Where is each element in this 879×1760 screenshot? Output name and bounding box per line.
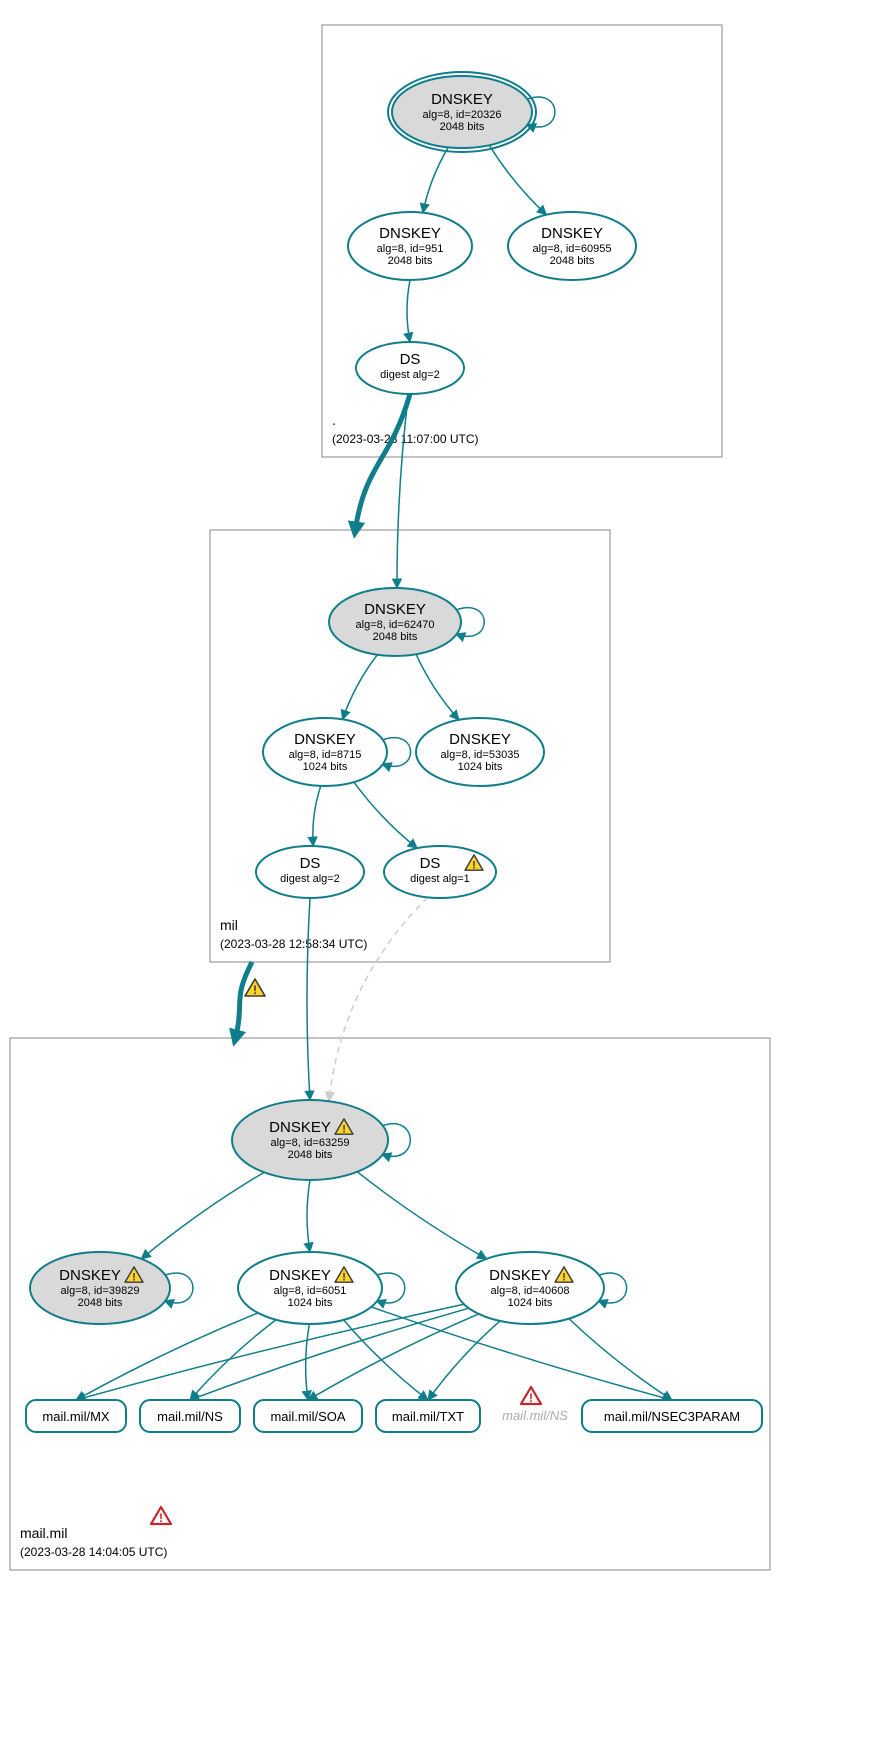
rrset-mx: mail.mil/MX — [26, 1400, 126, 1432]
dnssec-diagram: . (2023-03-28 11:07:00 UTC) mil (2023-03-28… — [0, 0, 879, 1760]
svg-text:alg=8, id=62470: alg=8, id=62470 — [356, 619, 435, 631]
node-mil_ksk: DNSKEYalg=8, id=624702048 bits — [329, 588, 461, 656]
svg-text:!: ! — [159, 1511, 163, 1525]
svg-text:2048 bits: 2048 bits — [440, 121, 485, 133]
svg-text:DNSKEY: DNSKEY — [294, 731, 356, 748]
svg-text:DNSKEY: DNSKEY — [269, 1267, 331, 1284]
svg-text:mail.mil/SOA: mail.mil/SOA — [270, 1409, 345, 1424]
node-mm_ksk: DNSKEY! alg=8, id=632592048 bits — [232, 1100, 388, 1180]
svg-text:!: ! — [562, 1271, 566, 1283]
svg-text:!: ! — [529, 1391, 533, 1405]
svg-text:digest alg=1: digest alg=1 — [410, 873, 470, 885]
node-root_ksk: DNSKEYalg=8, id=203262048 bits — [388, 72, 536, 152]
svg-text:mail.mil/NS: mail.mil/NS — [502, 1408, 568, 1423]
node-mil_zsk1: DNSKEYalg=8, id=87151024 bits — [263, 718, 387, 786]
svg-text:mail.mil/MX: mail.mil/MX — [42, 1409, 109, 1424]
svg-text:(2023-03-28 11:07:00 UTC): (2023-03-28 11:07:00 UTC) — [332, 432, 479, 446]
svg-text:alg=8, id=951: alg=8, id=951 — [377, 243, 444, 255]
svg-text:2048 bits: 2048 bits — [78, 1297, 123, 1309]
svg-text:alg=8, id=53035: alg=8, id=53035 — [441, 749, 520, 761]
svg-text:!: ! — [472, 859, 476, 871]
svg-text:DNSKEY: DNSKEY — [269, 1119, 331, 1136]
node-mm_k3: DNSKEY! alg=8, id=60511024 bits — [238, 1252, 382, 1324]
svg-text:alg=8, id=6051: alg=8, id=6051 — [274, 1285, 347, 1297]
svg-text:1024 bits: 1024 bits — [303, 761, 348, 773]
svg-text:alg=8, id=60955: alg=8, id=60955 — [533, 243, 612, 255]
svg-text:DS: DS — [400, 351, 421, 368]
svg-text:DNSKEY: DNSKEY — [379, 225, 441, 242]
svg-text:2048 bits: 2048 bits — [373, 631, 418, 643]
node-mil_ds1: DSdigest alg=2 — [256, 846, 364, 898]
rrset-ns: mail.mil/NS — [140, 1400, 240, 1432]
svg-text:DS: DS — [300, 855, 321, 872]
svg-text:alg=8, id=40608: alg=8, id=40608 — [491, 1285, 570, 1297]
rrset-soa: mail.mil/SOA — [254, 1400, 362, 1432]
svg-text:1024 bits: 1024 bits — [508, 1297, 553, 1309]
svg-text:2048 bits: 2048 bits — [550, 255, 595, 267]
svg-text:digest alg=2: digest alg=2 — [380, 369, 440, 381]
rrset-ns_gray: mail.mil/NS — [502, 1408, 568, 1423]
svg-text:mail.mil: mail.mil — [20, 1525, 67, 1541]
svg-text:2048 bits: 2048 bits — [288, 1149, 333, 1161]
svg-text:DNSKEY: DNSKEY — [489, 1267, 551, 1284]
svg-text:DS: DS — [420, 855, 441, 872]
svg-text:DNSKEY: DNSKEY — [431, 91, 493, 108]
svg-text:alg=8, id=39829: alg=8, id=39829 — [61, 1285, 140, 1297]
rrset-nsec3: mail.mil/NSEC3PARAM — [582, 1400, 762, 1432]
node-root_zsk2: DNSKEYalg=8, id=609552048 bits — [508, 212, 636, 280]
svg-text:digest alg=2: digest alg=2 — [280, 873, 340, 885]
svg-text:mil: mil — [220, 917, 238, 933]
error-icon: ! — [151, 1507, 171, 1525]
node-root_ds: DSdigest alg=2 — [356, 342, 464, 394]
svg-text:alg=8, id=20326: alg=8, id=20326 — [423, 109, 502, 121]
svg-text:1024 bits: 1024 bits — [288, 1297, 333, 1309]
svg-text:2048 bits: 2048 bits — [388, 255, 433, 267]
svg-text:!: ! — [132, 1271, 136, 1283]
node-mm_k4: DNSKEY! alg=8, id=406081024 bits — [456, 1252, 604, 1324]
nodes: DNSKEYalg=8, id=203262048 bitsDNSKEYalg=… — [30, 72, 636, 1324]
svg-text:!: ! — [342, 1271, 346, 1283]
rrset-txt: mail.mil/TXT — [376, 1400, 480, 1432]
svg-text:(2023-03-28 12:58:34 UTC): (2023-03-28 12:58:34 UTC) — [220, 937, 367, 951]
warning-icon: ! — [245, 979, 265, 997]
svg-text:DNSKEY: DNSKEY — [541, 225, 603, 242]
node-mil_zsk2: DNSKEYalg=8, id=530351024 bits — [416, 718, 544, 786]
error-icon: ! — [521, 1387, 541, 1405]
svg-text:DNSKEY: DNSKEY — [449, 731, 511, 748]
svg-text:!: ! — [253, 983, 257, 997]
node-mil_ds2: DS!digest alg=1 — [384, 846, 496, 898]
svg-text:!: ! — [342, 1123, 346, 1135]
svg-text:alg=8, id=63259: alg=8, id=63259 — [271, 1137, 350, 1149]
svg-text:alg=8, id=8715: alg=8, id=8715 — [289, 749, 362, 761]
svg-text:.: . — [332, 412, 336, 428]
svg-text:mail.mil/NS: mail.mil/NS — [157, 1409, 223, 1424]
svg-text:DNSKEY: DNSKEY — [59, 1267, 121, 1284]
node-root_zsk1: DNSKEYalg=8, id=9512048 bits — [348, 212, 472, 280]
svg-text:mail.mil/NSEC3PARAM: mail.mil/NSEC3PARAM — [604, 1409, 740, 1424]
svg-text:DNSKEY: DNSKEY — [364, 601, 426, 618]
svg-text:1024 bits: 1024 bits — [458, 761, 503, 773]
node-mm_k2: DNSKEY! alg=8, id=398292048 bits — [30, 1252, 170, 1324]
rrsets: mail.mil/MX mail.mil/NS mail.mil/SOA mail.m… — [26, 1400, 762, 1432]
svg-text:(2023-03-28 14:04:05 UTC): (2023-03-28 14:04:05 UTC) — [20, 1545, 167, 1559]
svg-text:mail.mil/TXT: mail.mil/TXT — [392, 1409, 464, 1424]
